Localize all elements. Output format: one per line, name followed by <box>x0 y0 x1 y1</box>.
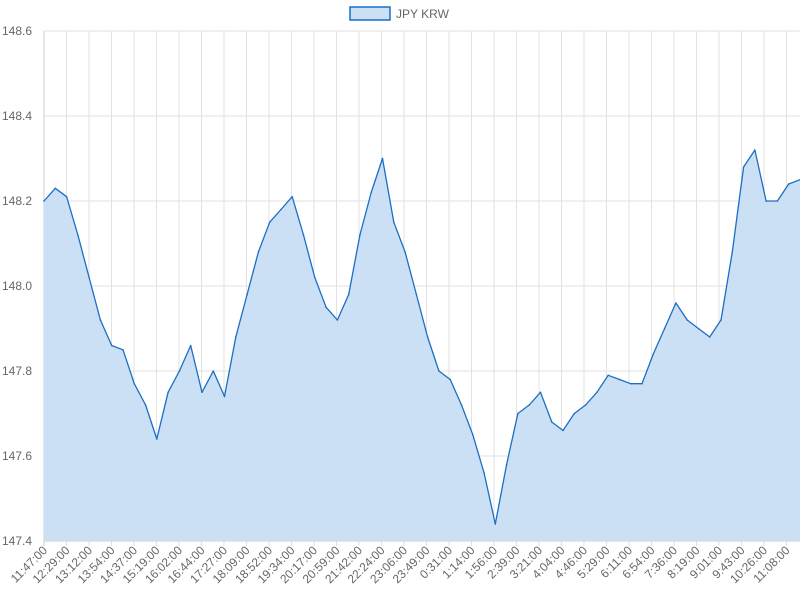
data-point <box>415 293 418 296</box>
series-line <box>43 149 800 525</box>
data-point <box>65 195 68 198</box>
data-point <box>776 200 779 202</box>
data-point <box>122 348 124 351</box>
data-point <box>359 234 361 236</box>
data-point <box>765 200 767 202</box>
data-point <box>697 327 700 330</box>
data-point <box>257 251 260 253</box>
data-point <box>528 404 530 406</box>
data-point <box>144 404 147 406</box>
data-point <box>573 412 576 415</box>
data-point <box>291 195 294 198</box>
legend-swatch <box>349 6 391 21</box>
data-point <box>167 391 169 394</box>
data-point <box>618 378 621 381</box>
data-point <box>268 221 271 224</box>
y-tick-label: 148.4 <box>2 109 32 123</box>
data-point <box>426 336 429 338</box>
data-point <box>404 251 406 253</box>
legend-label: JPY KRW <box>396 7 450 21</box>
data-point <box>133 382 136 385</box>
series-area-fill <box>44 150 800 541</box>
data-point <box>88 276 90 279</box>
data-point <box>731 251 734 253</box>
data-point <box>449 378 452 381</box>
data-point <box>54 187 57 190</box>
data-point <box>505 463 508 466</box>
data-point <box>720 319 722 321</box>
data-point <box>201 391 203 394</box>
data-point <box>460 404 463 406</box>
data-point <box>754 149 756 151</box>
data-point <box>539 391 542 394</box>
data-point <box>596 391 598 394</box>
data-point <box>246 293 248 296</box>
y-axis: 147.4 147.6 147.8 148.0 148.2 148.4 148.6 <box>2 24 32 548</box>
data-point <box>584 404 587 406</box>
data-point <box>652 353 655 355</box>
data-point <box>110 344 113 347</box>
y-tick-label: 147.8 <box>2 364 32 378</box>
data-point <box>517 412 519 415</box>
data-point <box>675 302 677 304</box>
data-point <box>223 395 226 398</box>
data-point <box>235 336 237 338</box>
data-point <box>550 421 553 423</box>
data-point <box>787 183 790 185</box>
y-tick-label: 147.4 <box>2 534 32 548</box>
area-layer <box>43 149 800 541</box>
data-point <box>99 319 102 321</box>
data-point <box>325 306 327 309</box>
data-point <box>742 166 745 168</box>
data-point <box>178 370 181 372</box>
data-point <box>302 234 305 236</box>
data-point <box>381 157 384 160</box>
data-point <box>189 344 192 347</box>
data-point <box>562 429 564 432</box>
data-point <box>280 208 282 211</box>
y-tick-label: 148.2 <box>2 194 32 208</box>
data-point <box>347 293 350 296</box>
data-point <box>438 370 440 372</box>
x-axis: 11:47:0012:29:0013:12:0013:54:0014:37:00… <box>8 543 793 586</box>
data-point <box>370 191 373 194</box>
data-point <box>77 234 79 236</box>
data-point <box>471 433 474 436</box>
data-point <box>494 523 497 525</box>
y-tick-label: 148.6 <box>2 24 32 38</box>
data-point <box>686 319 688 321</box>
data-point <box>483 472 485 474</box>
y-tick-label: 147.6 <box>2 449 32 463</box>
data-point <box>629 382 632 385</box>
data-point <box>156 438 158 440</box>
legend: JPY KRW <box>349 6 450 21</box>
y-tick-label: 148.0 <box>2 279 32 293</box>
data-point <box>607 374 609 377</box>
data-point <box>708 336 711 338</box>
data-point <box>641 382 643 385</box>
data-point <box>43 200 45 202</box>
data-point <box>336 319 339 321</box>
data-point <box>314 276 316 279</box>
data-point <box>212 370 215 372</box>
data-point <box>392 221 395 224</box>
data-point <box>663 327 666 330</box>
